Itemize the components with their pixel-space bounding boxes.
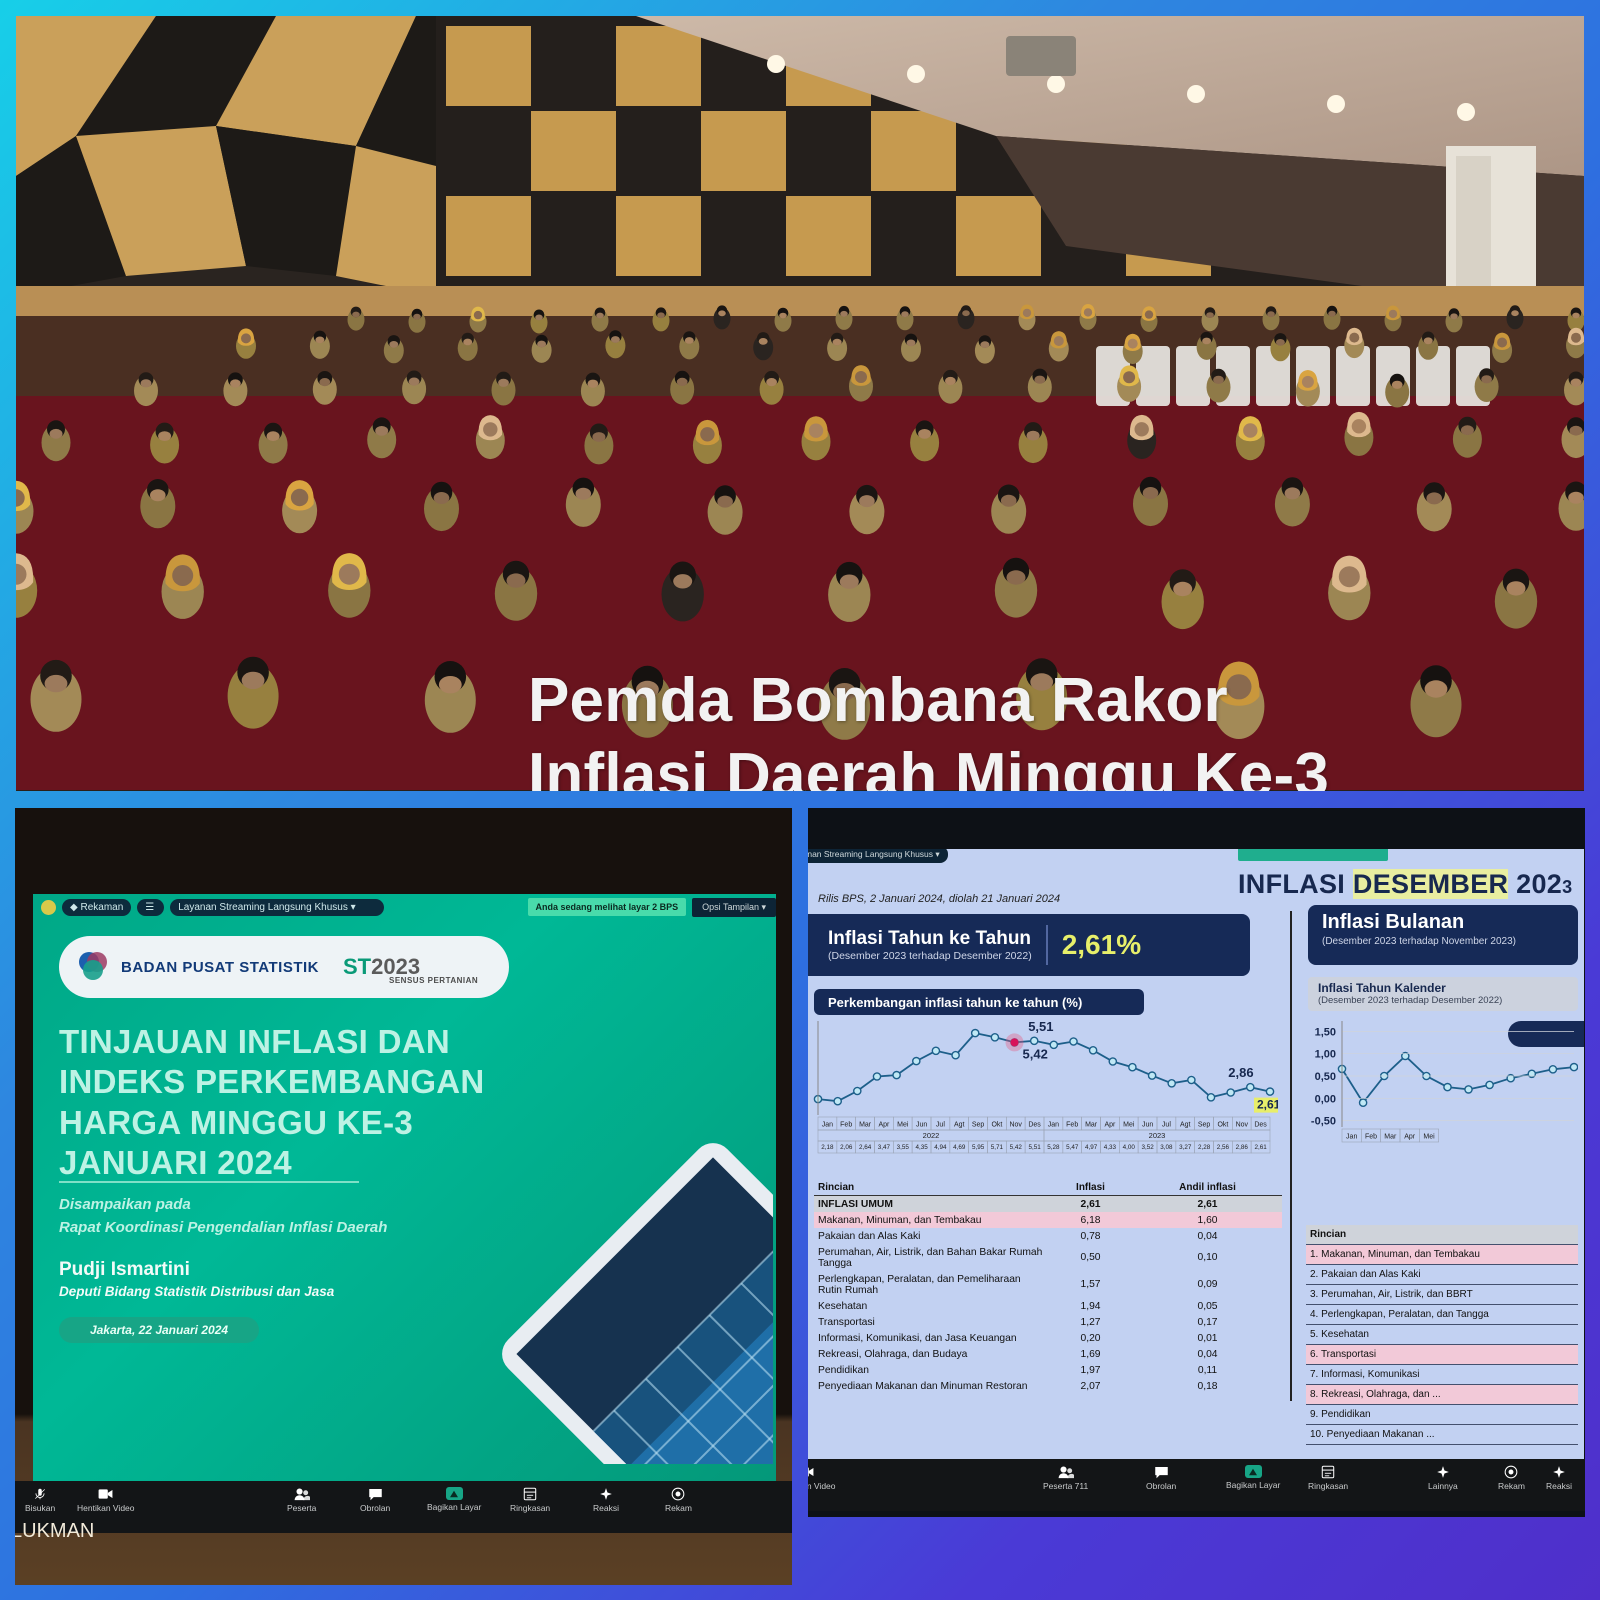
svg-text:2022: 2022: [923, 1131, 940, 1140]
svg-text:Mar: Mar: [1085, 1122, 1098, 1129]
svg-text:Mei: Mei: [1423, 1134, 1435, 1141]
svg-text:3,27: 3,27: [1179, 1144, 1192, 1151]
svg-text:3,08: 3,08: [1160, 1144, 1173, 1151]
svg-text:Feb: Feb: [840, 1122, 852, 1129]
svg-text:Mei: Mei: [1123, 1122, 1135, 1129]
svg-text:Jan: Jan: [1048, 1122, 1059, 1129]
svg-text:Des: Des: [1254, 1122, 1267, 1129]
svg-text:2,61: 2,61: [1254, 1144, 1267, 1151]
svg-text:Apr: Apr: [1104, 1122, 1116, 1129]
svg-text:4,00: 4,00: [1123, 1144, 1136, 1151]
svg-text:1,00: 1,00: [1315, 1049, 1336, 1061]
svg-text:4,33: 4,33: [1104, 1144, 1117, 1151]
svg-text:Sep: Sep: [972, 1122, 985, 1129]
svg-text:Des: Des: [1028, 1122, 1041, 1129]
svg-text:Feb: Feb: [1066, 1122, 1078, 1129]
svg-text:Nov: Nov: [1009, 1122, 1022, 1129]
svg-text:5,28: 5,28: [1047, 1144, 1060, 1151]
svg-text:Mar: Mar: [1384, 1134, 1397, 1141]
svg-text:Feb: Feb: [1365, 1134, 1377, 1141]
svg-text:5,42: 5,42: [1010, 1144, 1023, 1151]
svg-text:5,71: 5,71: [991, 1144, 1004, 1151]
svg-text:Jan: Jan: [1346, 1134, 1357, 1141]
svg-text:-0,50: -0,50: [1311, 1116, 1336, 1128]
svg-text:4,35: 4,35: [915, 1144, 928, 1151]
svg-text:4,94: 4,94: [934, 1144, 947, 1151]
svg-text:3,52: 3,52: [1141, 1144, 1154, 1151]
svg-text:3,47: 3,47: [878, 1144, 891, 1151]
svg-text:2023: 2023: [1149, 1131, 1166, 1140]
svg-text:4,69: 4,69: [953, 1144, 966, 1151]
svg-text:Okt: Okt: [991, 1122, 1002, 1129]
svg-text:2,18: 2,18: [821, 1144, 834, 1151]
svg-text:Jan: Jan: [822, 1122, 833, 1129]
svg-text:5,42: 5,42: [1023, 1046, 1048, 1061]
svg-text:Mar: Mar: [859, 1122, 872, 1129]
svg-text:2,28: 2,28: [1198, 1144, 1211, 1151]
svg-text:Mei: Mei: [897, 1122, 909, 1129]
svg-text:4,97: 4,97: [1085, 1144, 1098, 1151]
svg-text:5,95: 5,95: [972, 1144, 985, 1151]
svg-text:2,86: 2,86: [1236, 1144, 1249, 1151]
svg-text:5,47: 5,47: [1066, 1144, 1079, 1151]
svg-text:2,06: 2,06: [840, 1144, 853, 1151]
svg-text:3,55: 3,55: [897, 1144, 910, 1151]
svg-text:Apr: Apr: [878, 1122, 890, 1129]
svg-text:0,50: 0,50: [1315, 1071, 1336, 1083]
svg-text:Okt: Okt: [1217, 1122, 1228, 1129]
svg-text:Jul: Jul: [936, 1122, 945, 1129]
svg-text:2,61: 2,61: [1257, 1098, 1278, 1112]
svg-text:1,50: 1,50: [1315, 1027, 1336, 1039]
svg-text:Nov: Nov: [1236, 1122, 1249, 1129]
svg-text:0,00: 0,00: [1315, 1093, 1336, 1105]
svg-text:Agt: Agt: [1180, 1122, 1191, 1129]
svg-text:Jun: Jun: [1142, 1122, 1153, 1129]
svg-text:2,64: 2,64: [859, 1144, 872, 1151]
svg-text:2,56: 2,56: [1217, 1144, 1230, 1151]
svg-text:5,51: 5,51: [1028, 1021, 1053, 1034]
svg-text:Apr: Apr: [1404, 1134, 1416, 1141]
svg-text:2,86: 2,86: [1228, 1065, 1253, 1080]
svg-text:Agt: Agt: [954, 1122, 965, 1129]
svg-text:Jun: Jun: [916, 1122, 927, 1129]
svg-text:Sep: Sep: [1198, 1122, 1211, 1129]
svg-text:5,51: 5,51: [1028, 1144, 1041, 1151]
svg-text:Jul: Jul: [1162, 1122, 1171, 1129]
